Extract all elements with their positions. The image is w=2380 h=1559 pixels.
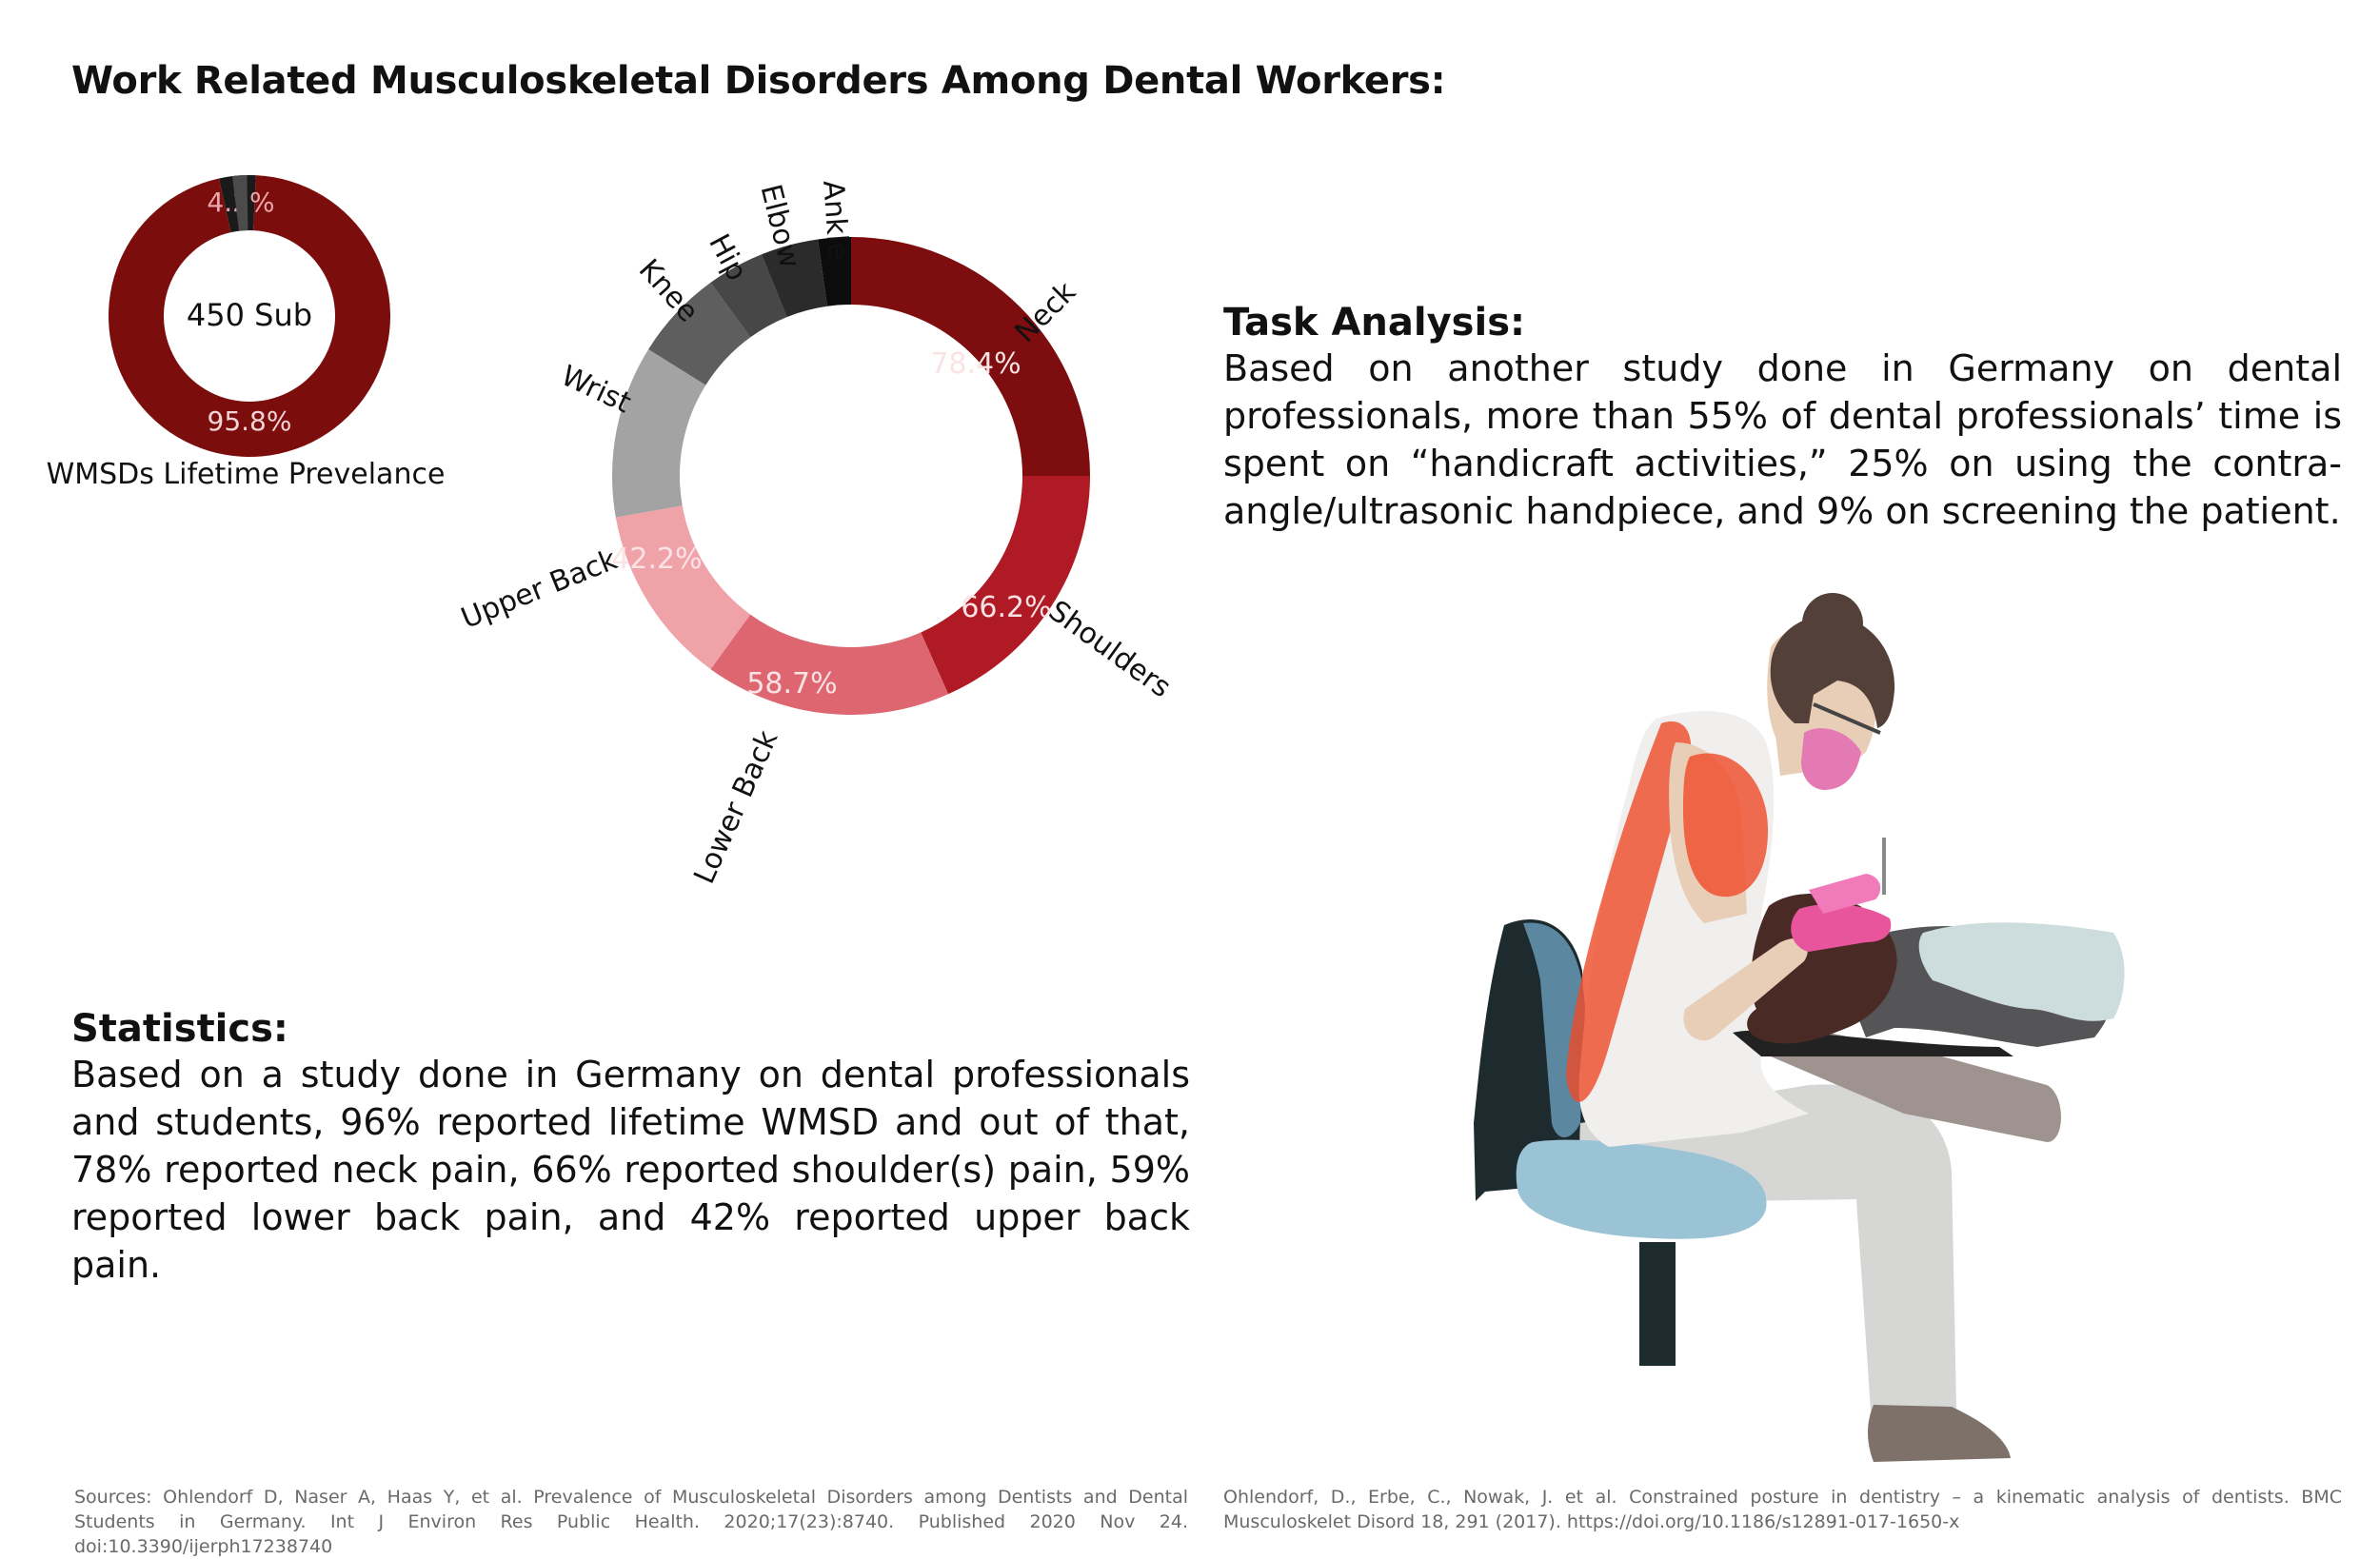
slice-shoulders	[921, 476, 1090, 695]
dentist-shoe	[1868, 1405, 2011, 1462]
donut-caption: WMSDs Lifetime Prevelance	[47, 458, 446, 491]
dentist-hair-bun	[1802, 593, 1863, 654]
slice-hip	[710, 254, 787, 338]
slice-lower-back	[710, 614, 949, 716]
dentist-glove	[1791, 903, 1892, 952]
slice-accent	[231, 175, 248, 231]
task-analysis-section: Task Analysis: Based on another study do…	[1223, 301, 2342, 535]
slice-neck	[851, 237, 1090, 476]
slice-label-large: 95.8%	[208, 405, 292, 437]
slice-name-upper-back: Upper Back	[457, 543, 623, 636]
slice-wrist	[611, 348, 706, 518]
dentist-forearm	[1683, 937, 1808, 1041]
chair-pole	[1639, 1242, 1676, 1366]
slice-value-lower-back: 58.7%	[746, 667, 837, 701]
dentist-hair	[1770, 615, 1895, 728]
slice-elbow	[761, 239, 827, 318]
spine-pain-highlight	[1566, 720, 1692, 1102]
dentist-glove-left	[1809, 874, 1881, 914]
statistics-heading: Statistics:	[71, 1007, 288, 1051]
statistics-section: Statistics: Based on a study done in Ger…	[71, 1007, 1190, 1289]
donut-center-label: 450 Sub	[187, 297, 312, 333]
dental-instrument	[1882, 838, 1886, 895]
slice-name-lower-back: Lower Back	[687, 725, 784, 889]
source-citation-right: Ohlendorf, D., Erbe, C., Nowak, J. et al…	[1223, 1487, 2342, 1532]
slice-95-8	[109, 175, 391, 457]
shoulder-pain-highlight	[1683, 753, 1769, 898]
slice-value-shoulders: 66.2%	[961, 591, 1051, 624]
source-citation-left: Sources: Ohlendorf D, Naser A, Haas Y, e…	[74, 1487, 1188, 1557]
lifetime-prevalence-donut: 4.2%95.8%	[109, 175, 391, 457]
dentist-glasses	[1813, 702, 1881, 735]
slice-value-neck: 78.4%	[930, 347, 1021, 381]
chair-seat	[1516, 1139, 1767, 1239]
dentist-illustration	[1474, 593, 2125, 1462]
patient-blanket	[1918, 922, 2125, 1021]
slice-value-upper-back: 42.2%	[611, 543, 702, 576]
statistics-text: Based on a study done in Germany on dent…	[71, 1054, 1190, 1286]
dentist-mask	[1801, 728, 1861, 790]
task-analysis-heading: Task Analysis:	[1223, 301, 1525, 345]
page-title: Work Related Musculoskeletal Disorders A…	[71, 59, 1446, 103]
slice-name-shoulders: Shoulders	[1042, 594, 1177, 704]
slice-name-wrist: Wrist	[556, 359, 636, 420]
slice-knee	[648, 282, 751, 385]
task-analysis-text: Based on another study done in Germany o…	[1223, 347, 2342, 532]
slice-name-ankle: Ankle	[816, 179, 855, 261]
slice-upper-back	[615, 505, 751, 670]
slice-ankle	[818, 237, 851, 306]
